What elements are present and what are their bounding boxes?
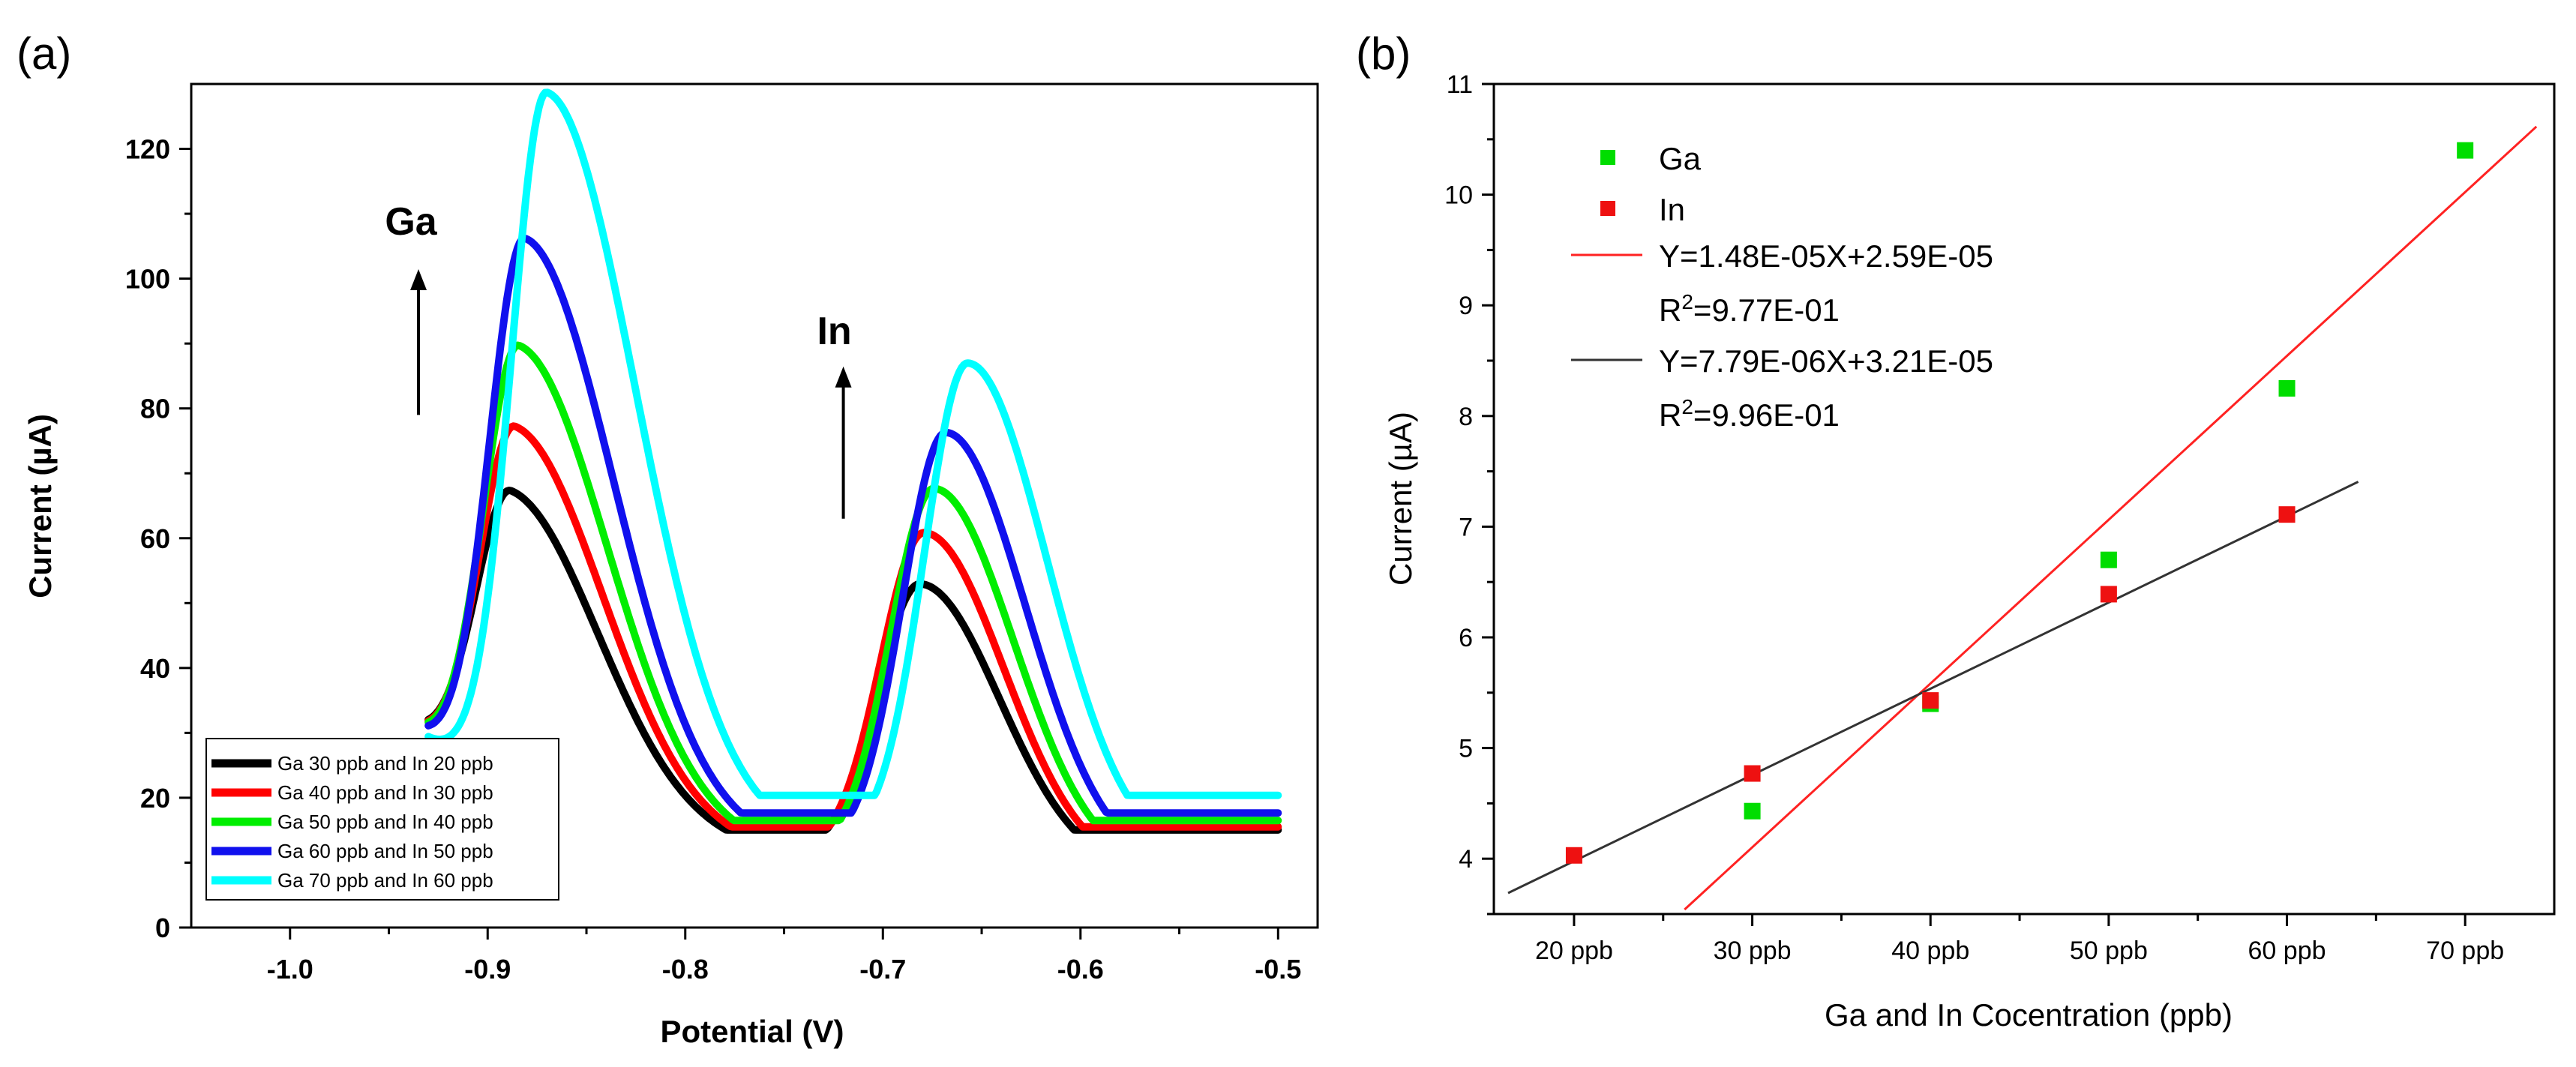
fit-1-r2-sup: 2 [1681, 290, 1693, 313]
ga-point [2457, 142, 2474, 159]
y-tick-label: 120 [125, 134, 170, 165]
panel-a-label: (a) [16, 28, 71, 79]
fit-2-r2-prefix: R [1659, 397, 1681, 433]
in-point [2100, 586, 2117, 603]
y-tick-label: 80 [140, 394, 170, 424]
x-tick-label: -0.7 [859, 954, 906, 985]
legend-label-3: Ga 50 ppb and In 40 ppb [277, 811, 493, 833]
in-annotation-label: In [817, 310, 851, 353]
ga-annotation-label: Ga [385, 200, 437, 244]
curve-series-3 [424, 341, 1282, 825]
fit-2-r2-value: =9.96E-01 [1693, 397, 1840, 433]
panel-b-axes: 20 ppb 30 ppb 40 ppb 50 ppb 60 ppb 70 ppb 4 5 6 7… [1444, 70, 2504, 965]
panel-a-legend: Ga 30 ppb and In 20 ppb Ga 40 ppb and In … [205, 738, 559, 901]
in-point [1922, 692, 1939, 709]
ga-point [1744, 802, 1761, 820]
x-tick-label: 40 ppb [1891, 937, 1969, 965]
panel-b-chart: (b) 20 ppb 30 ppb 40 ppb 50 ppb 60 ppb 70 ppb… [1356, 28, 2556, 1033]
y-tick-label: 6 [1459, 624, 1473, 652]
fit-2-equation: Y=7.79E-06X+3.21E-05 [1659, 343, 1993, 379]
ga-point [2100, 551, 2117, 568]
y-tick-label: 60 [140, 523, 170, 554]
panel-b-x-axis-label: Ga and In Cocentration (ppb) [1825, 997, 2233, 1033]
y-tick-label: 20 [140, 783, 170, 814]
legend-label-1: Ga 30 ppb and In 20 ppb [277, 752, 493, 775]
legend-ga-marker [1600, 150, 1615, 165]
ga-arrow-head [410, 268, 427, 290]
x-tick-label: 20 ppb [1535, 937, 1613, 965]
ga-point [2278, 379, 2296, 397]
panel-b-legend: Ga In Y=1.48E-05X+2.59E-05 R2=9.77E-01 Y… [1571, 141, 1993, 433]
legend-ga-label: Ga [1659, 141, 1702, 176]
fit-line-1 [1684, 125, 2538, 911]
panel-b-fit-lines [1507, 125, 2538, 911]
legend-label-4: Ga 60 ppb and In 50 ppb [277, 840, 493, 862]
fit-1-r2-value: =9.77E-01 [1693, 292, 1840, 328]
panel-a-annotations: Ga In [385, 200, 852, 519]
panel-a-chart: (a) -1.0 -0.9 -0.8 -0.7 -0.6 -0.5 0 20 40 60 80 100… [16, 28, 1319, 1049]
panel-b-plot-frame [1492, 82, 2556, 916]
legend-label-5: Ga 70 ppb and In 60 ppb [277, 869, 493, 892]
legend-in-label: In [1659, 192, 1685, 227]
legend-label-2: Ga 40 ppb and In 30 ppb [277, 781, 493, 804]
fit-2-r2-sup: 2 [1681, 395, 1693, 418]
x-tick-label: -0.5 [1255, 954, 1301, 985]
x-tick-label: -0.9 [464, 954, 511, 985]
y-tick-label: 9 [1459, 292, 1473, 320]
panel-a-plot-frame [190, 82, 1319, 929]
curve-series-4 [424, 234, 1282, 817]
x-tick-label: -0.8 [662, 954, 709, 985]
legend-in-marker [1600, 201, 1615, 216]
y-tick-label: 10 [1444, 181, 1473, 210]
fit-1-r2: R2=9.77E-01 [1659, 290, 1840, 328]
y-tick-label: 5 [1459, 735, 1473, 763]
in-arrow-head [835, 366, 852, 388]
in-point [1565, 847, 1582, 864]
panel-b-points [1565, 142, 2474, 864]
y-tick-label: 8 [1459, 403, 1473, 431]
x-tick-label: 50 ppb [2070, 937, 2148, 965]
x-tick-label: 70 ppb [2426, 937, 2504, 965]
in-point [2278, 506, 2296, 523]
y-tick-label: 100 [125, 264, 170, 295]
fit-1-r2-prefix: R [1659, 292, 1681, 328]
y-tick-label: 11 [1447, 70, 1473, 99]
in-point [1744, 765, 1761, 782]
y-tick-label: 40 [140, 653, 170, 684]
panel-b-label: (b) [1356, 28, 1411, 79]
curve-series-5 [424, 88, 1282, 799]
curve-series-2 [424, 422, 1282, 831]
y-tick-label: 7 [1459, 513, 1473, 541]
fit-2-r2: R2=9.96E-01 [1659, 395, 1840, 433]
fit-1-equation: Y=1.48E-05X+2.59E-05 [1659, 238, 1993, 274]
panel-a-x-axis-label: Potential (V) [660, 1014, 844, 1049]
panel-b-y-axis-label: Current (µA) [1383, 412, 1418, 586]
x-tick-label: -1.0 [267, 954, 313, 985]
panel-a-curves [424, 88, 1282, 834]
y-tick-label: 0 [155, 913, 170, 943]
fit-line-2 [1507, 481, 2359, 895]
panel-a-axes: -1.0 -0.9 -0.8 -0.7 -0.6 -0.5 0 20 40 60 80 100 120 [125, 134, 1301, 985]
x-tick-label: -0.6 [1057, 954, 1104, 985]
y-tick-label: 4 [1459, 845, 1473, 874]
x-tick-label: 30 ppb [1714, 937, 1792, 965]
x-tick-label: 60 ppb [2248, 937, 2326, 965]
panel-a-y-axis-label: Current (µA) [22, 414, 58, 598]
